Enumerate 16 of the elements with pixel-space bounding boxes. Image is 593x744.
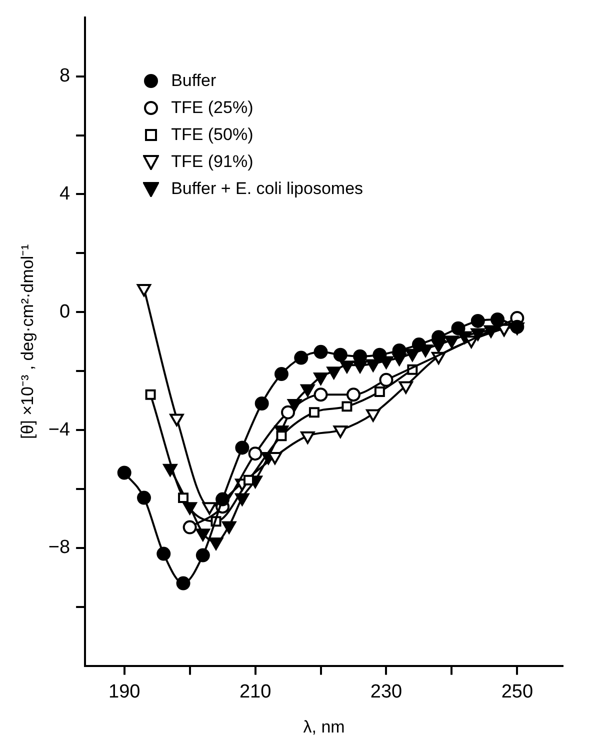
y-tick-label: −8 xyxy=(48,537,70,558)
y-tick-label: 4 xyxy=(59,183,70,204)
x-tick-label: 250 xyxy=(501,681,534,702)
x-tick-label: 230 xyxy=(370,681,402,702)
y-tick-label: 0 xyxy=(59,301,70,322)
legend-label: Buffer + E. coli liposomes xyxy=(171,178,364,200)
legend-label: TFE (25%) xyxy=(171,97,254,120)
y-tick-label: 8 xyxy=(59,66,70,87)
legend-label: TFE (50%) xyxy=(171,124,254,146)
x-tick-label: 190 xyxy=(108,681,140,702)
x-tick-label: 210 xyxy=(239,681,272,702)
legend-label: TFE (91%) xyxy=(171,151,254,174)
y-axis-title: [θ] ×10⁻³ , deg·cm²·dmol⁻¹ xyxy=(18,244,37,440)
legend-label: Buffer xyxy=(171,70,216,92)
x-axis-title: λ, nm xyxy=(303,717,345,736)
y-tick-label: −4 xyxy=(48,419,70,440)
